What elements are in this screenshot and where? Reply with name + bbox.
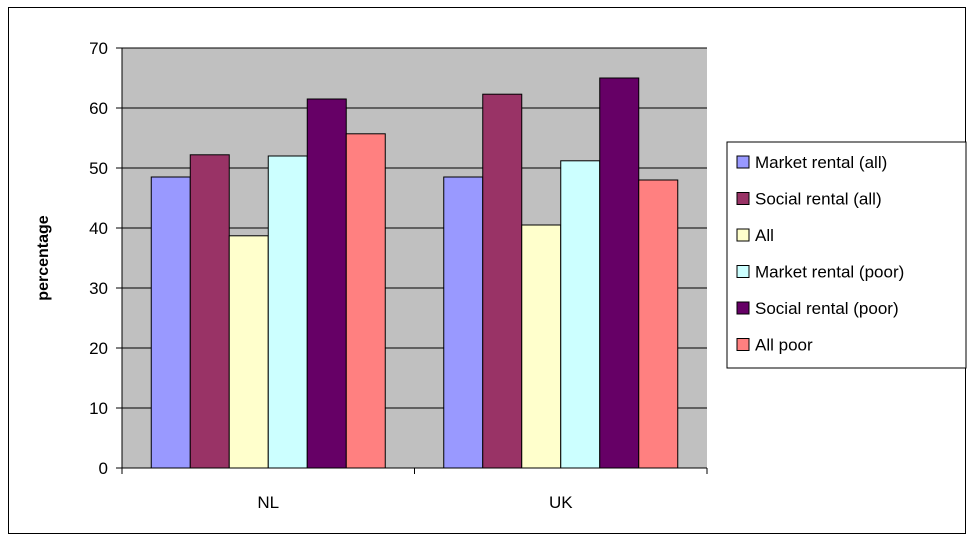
y-tick-labels: 0 10 20 30 40 50 60 70 [89, 39, 108, 478]
bar [267, 155, 308, 469]
legend-swatch [736, 265, 750, 278]
legend-box [726, 141, 967, 369]
y-tick-label: 0 [99, 459, 108, 478]
y-tick-label: 60 [89, 99, 108, 118]
bar [599, 77, 640, 469]
bar [345, 133, 386, 469]
legend-label: All poor [755, 336, 813, 355]
bar [482, 93, 523, 469]
y-tick-label: 20 [89, 339, 108, 358]
legend-label: Market rental (poor) [755, 263, 904, 282]
bar [638, 179, 679, 469]
legend-swatch [736, 192, 750, 205]
bar [560, 160, 601, 469]
bar [189, 154, 230, 469]
bar [521, 224, 562, 469]
legend-label: Social rental (all) [755, 190, 882, 209]
y-tick-label: 30 [89, 279, 108, 298]
x-tick-labels: NL UK [257, 493, 573, 512]
x-tick-label: NL [257, 493, 279, 512]
x-tick-label: UK [549, 493, 573, 512]
bar [306, 98, 347, 469]
y-axis-title: percentage [35, 215, 52, 300]
legend-label: Market rental (all) [755, 153, 887, 172]
legend-swatch [736, 301, 750, 315]
bar [150, 176, 191, 469]
legend-swatch [736, 338, 750, 351]
legend-items: Market rental (all) Social rental (all) Al… [736, 153, 904, 355]
y-tick-label: 10 [89, 399, 108, 418]
bar [228, 235, 269, 469]
y-tick-label: 70 [89, 39, 108, 58]
y-tick-label: 50 [89, 159, 108, 178]
legend-swatch [736, 155, 750, 169]
y-tick-label: 40 [89, 219, 108, 238]
legend-label: Social rental (poor) [755, 299, 899, 318]
legend-label: All [755, 226, 774, 245]
legend-swatch [736, 228, 750, 242]
axes [116, 47, 708, 474]
bar [443, 176, 484, 469]
legend: Market rental (all) Social rental (all) Al… [726, 141, 967, 369]
